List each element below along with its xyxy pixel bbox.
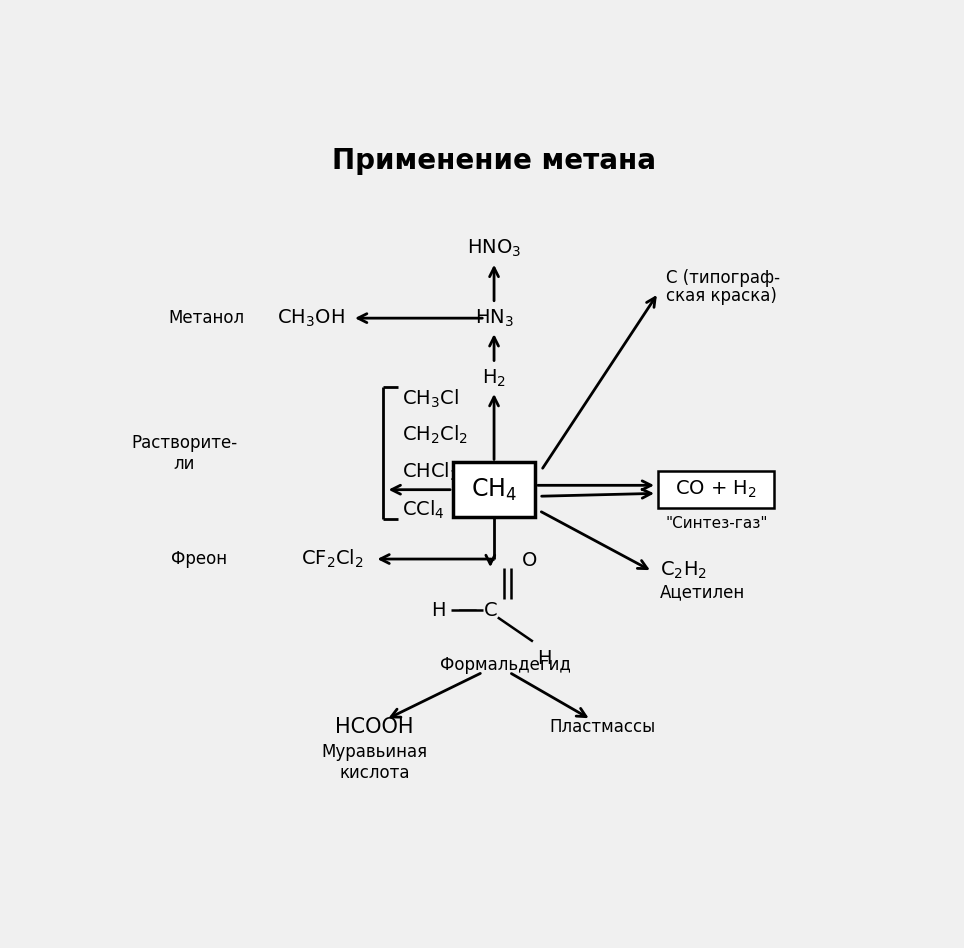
Text: CH$_3$OH: CH$_3$OH <box>277 307 345 329</box>
Text: Фреон: Фреон <box>171 550 227 568</box>
Bar <box>658 471 774 508</box>
Text: CF$_2$Cl$_2$: CF$_2$Cl$_2$ <box>301 548 363 570</box>
Text: H$_2$: H$_2$ <box>482 368 506 389</box>
Text: С (типограф-: С (типограф- <box>666 269 780 287</box>
Text: CH$_2$Cl$_2$: CH$_2$Cl$_2$ <box>402 424 469 447</box>
Text: Муравьиная: Муравьиная <box>321 743 428 761</box>
Text: HCOOH: HCOOH <box>335 717 414 737</box>
Text: H: H <box>431 601 445 620</box>
Text: "Синтез-газ": "Синтез-газ" <box>665 517 767 532</box>
Text: CH$_3$Cl: CH$_3$Cl <box>402 388 459 410</box>
Text: Применение метана: Применение метана <box>332 147 656 174</box>
Text: Формальдегид: Формальдегид <box>440 656 571 674</box>
Text: CCl$_4$: CCl$_4$ <box>402 499 444 520</box>
Text: Растворите-
ли: Растворите- ли <box>131 434 237 473</box>
Text: —: — <box>458 601 478 620</box>
Text: C$_2$H$_2$: C$_2$H$_2$ <box>660 559 707 580</box>
Bar <box>453 463 535 517</box>
Text: CHCl$_3$: CHCl$_3$ <box>402 461 459 483</box>
Text: ская краска): ская краска) <box>666 287 777 305</box>
Text: O: O <box>522 551 537 570</box>
Text: HNO$_3$: HNO$_3$ <box>467 238 522 260</box>
Text: Топливо: Топливо <box>664 476 736 494</box>
Text: Метанол: Метанол <box>169 309 245 327</box>
Text: Пластмассы: Пластмассы <box>549 718 656 736</box>
Text: HN$_3$: HN$_3$ <box>474 307 514 329</box>
Text: H: H <box>537 648 551 667</box>
Text: Ацетилен: Ацетилен <box>660 583 745 601</box>
Text: CO + H$_2$: CO + H$_2$ <box>676 479 757 501</box>
Text: кислота: кислота <box>339 764 410 782</box>
Text: C: C <box>484 601 497 620</box>
Text: CH$_4$: CH$_4$ <box>471 477 517 502</box>
